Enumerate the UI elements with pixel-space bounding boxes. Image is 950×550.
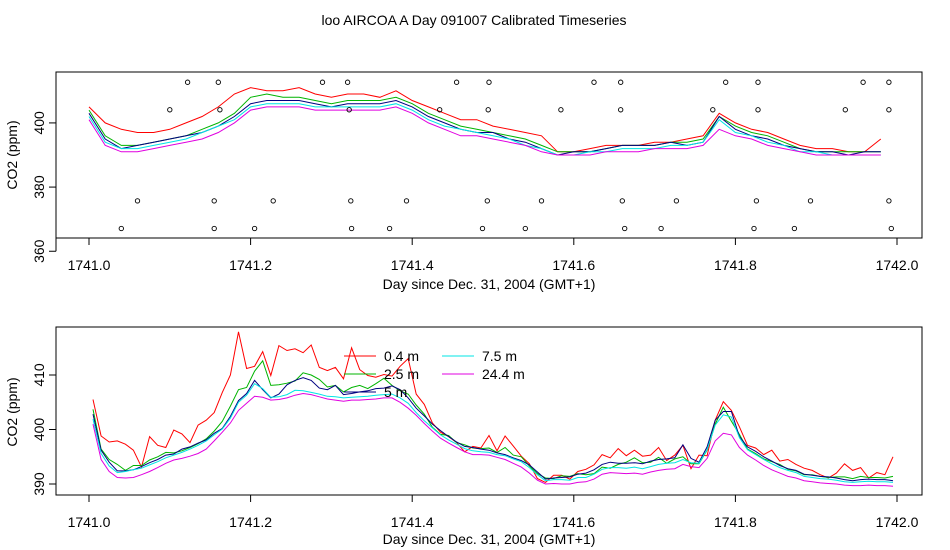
flag-marker	[485, 107, 491, 113]
x-tick-label: 1741.2	[229, 514, 272, 530]
panel-2-data	[92, 331, 894, 487]
x-tick-label: 1741.8	[714, 257, 757, 273]
y-tick-label: 360	[31, 239, 47, 263]
flag-marker	[403, 198, 410, 204]
flag-marker	[453, 79, 460, 85]
x-tick-label: 1742.0	[876, 514, 919, 530]
legend: 0.4 m 2.5 m 5 m 7.5 m 24.4 m	[344, 348, 525, 400]
y-tick-label: 380	[31, 175, 47, 199]
flag-marker	[522, 225, 528, 232]
flag-marker	[710, 107, 716, 113]
panel-2-series-line-2	[92, 359, 894, 480]
flag-marker	[167, 107, 173, 113]
flag-marker	[211, 225, 217, 232]
flag-marker	[538, 198, 545, 204]
panel-2-y-axis-label: CO2 (ppm)	[4, 377, 20, 446]
flag-marker	[348, 225, 355, 232]
flag-marker	[348, 198, 354, 204]
legend-label: 7.5 m	[482, 348, 517, 364]
flag-marker	[484, 198, 490, 204]
flag-marker	[755, 107, 761, 113]
x-tick-label: 1741.4	[391, 514, 434, 530]
flag-marker	[888, 225, 894, 232]
y-tick-label: 400	[31, 111, 47, 135]
chart-title: loo AIRCOA A Day 091007 Calibrated Times…	[321, 12, 626, 28]
legend-label: 2.5 m	[384, 366, 419, 382]
flag-marker	[618, 107, 624, 113]
panel-2-x-axis-label: Day since Dec. 31, 2004 (GMT+1)	[383, 531, 596, 547]
flag-marker	[886, 79, 892, 85]
panel-2-series-line-5	[92, 392, 894, 487]
flag-marker	[270, 198, 276, 204]
panel-2-axes: 1741.0 1741.2 1741.4 1741.6 1741.8 1742.0 390 4…	[31, 363, 919, 530]
legend-label: 24.4 m	[482, 366, 525, 382]
flag-marker	[184, 79, 191, 85]
x-tick-label: 1741.0	[68, 514, 111, 530]
flag-marker	[319, 79, 326, 85]
flag-marker	[622, 225, 628, 232]
y-tick-label: 390	[31, 472, 47, 496]
flag-marker	[751, 225, 757, 232]
panel-1-series-line-3	[88, 99, 881, 156]
panel-1-series-line-5	[88, 106, 881, 156]
flag-marker	[673, 198, 680, 204]
x-tick-label: 1741.0	[68, 257, 111, 273]
flag-marker	[437, 107, 443, 113]
flag-marker	[215, 79, 221, 85]
panel-1-series-line-4	[88, 103, 881, 156]
y-tick-label: 400	[31, 418, 47, 442]
panel-1-frame	[55, 71, 923, 239]
flag-marker	[807, 198, 814, 204]
flag-marker	[346, 107, 352, 113]
flag-marker	[753, 198, 760, 204]
legend-label: 0.4 m	[384, 348, 419, 364]
panel-1-series-line-2	[88, 93, 881, 153]
flag-marker	[134, 198, 141, 204]
flag-marker	[558, 107, 564, 113]
panel-2-series-line-1	[92, 331, 894, 483]
panel-1-y-axis-label: CO2 (ppm)	[4, 120, 20, 189]
flag-marker	[658, 225, 664, 232]
flag-marker	[886, 107, 892, 113]
panel-1-axes: 1741.0 1741.2 1741.4 1741.6 1741.8 1742.0 360 3…	[31, 111, 919, 273]
panel-1-series-line-1	[88, 87, 882, 153]
x-tick-label: 1741.6	[552, 257, 595, 273]
panel-2-series-line-4	[92, 383, 894, 483]
flag-marker	[619, 198, 625, 204]
panel-1: 1741.0 1741.2 1741.4 1741.6 1741.8 1742.0 360 3…	[4, 71, 923, 292]
flag-marker	[251, 225, 258, 232]
flag-marker	[755, 79, 761, 85]
flag-marker	[842, 107, 848, 113]
flag-marker	[591, 79, 597, 85]
y-tick-label: 410	[31, 363, 47, 387]
flag-marker	[217, 107, 223, 113]
flag-marker	[791, 225, 798, 232]
flag-marker	[618, 79, 624, 85]
flag-marker	[118, 225, 124, 232]
flag-marker	[486, 79, 492, 85]
x-tick-label: 1741.6	[552, 514, 595, 530]
flag-marker	[344, 79, 351, 85]
flag-marker	[860, 79, 866, 85]
flag-marker	[723, 79, 729, 85]
x-tick-label: 1742.0	[876, 257, 919, 273]
x-tick-label: 1741.8	[714, 514, 757, 530]
flag-marker	[479, 225, 486, 232]
flag-marker	[211, 198, 217, 204]
panel-2-series-line-3	[92, 377, 894, 482]
panel-1-data	[88, 79, 894, 232]
flag-marker	[386, 225, 393, 232]
legend-label: 5 m	[384, 384, 407, 400]
x-tick-label: 1741.4	[391, 257, 434, 273]
panel-1-x-axis-label: Day since Dec. 31, 2004 (GMT+1)	[383, 276, 596, 292]
flag-marker	[886, 198, 892, 204]
x-tick-label: 1741.2	[229, 257, 272, 273]
panel-2: 1741.0 1741.2 1741.4 1741.6 1741.8 1742.0 390 4…	[4, 326, 923, 547]
